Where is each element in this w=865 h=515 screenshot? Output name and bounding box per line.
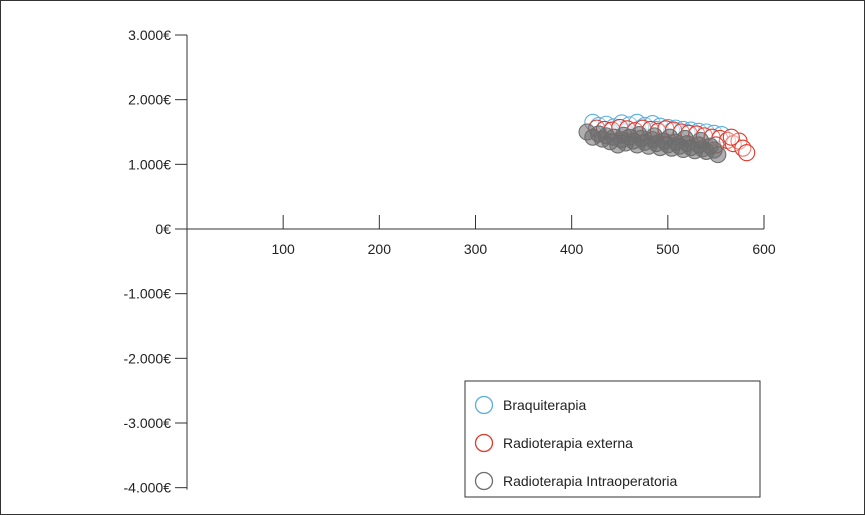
y-tick-label: -3.000€ <box>124 415 172 431</box>
data-point <box>630 126 648 144</box>
legend: Braquiterapia Radioterapia externa Radiote… <box>464 380 761 498</box>
y-tick-label: -4.000€ <box>124 480 172 496</box>
y-tick-label: -2.000€ <box>124 350 172 366</box>
data-point <box>722 128 740 146</box>
axes <box>175 35 764 490</box>
series-2 <box>578 123 727 164</box>
data-point <box>709 146 727 164</box>
legend-label: Radioterapia externa <box>503 435 633 451</box>
data-point <box>738 144 756 162</box>
x-tick-label: 500 <box>656 241 680 257</box>
x-tick-label: 400 <box>560 241 584 257</box>
y-tick-label: 1.000€ <box>128 156 171 172</box>
y-tick-label: 2.000€ <box>128 92 171 108</box>
y-tick-label: 0€ <box>155 221 171 237</box>
x-tick-label: 100 <box>271 241 295 257</box>
x-tick-label: 300 <box>464 241 488 257</box>
data-point <box>615 126 633 144</box>
y-tick-label: 3.000€ <box>128 27 171 43</box>
legend-label: Braquiterapia <box>503 397 586 413</box>
legend-marker <box>474 471 494 491</box>
x-tick-label: 600 <box>752 241 776 257</box>
legend-marker <box>474 395 494 415</box>
data-points <box>578 113 756 164</box>
y-axis-ticks: 3.000€ 2.000€ 1.000€ 0€ -1.000€ -2.000€ -3.000… <box>124 27 187 496</box>
x-tick-label: 200 <box>368 241 392 257</box>
x-axis-ticks: 100 200 300 400 500 600 <box>271 215 776 257</box>
legend-box <box>464 380 761 498</box>
legend-label: Radioterapia Intraoperatoria <box>503 473 678 489</box>
data-point <box>661 128 679 146</box>
data-point <box>645 127 663 145</box>
data-point <box>676 129 694 148</box>
y-tick-label: -1.000€ <box>124 286 172 302</box>
legend-marker <box>474 433 494 453</box>
data-point <box>691 131 710 149</box>
